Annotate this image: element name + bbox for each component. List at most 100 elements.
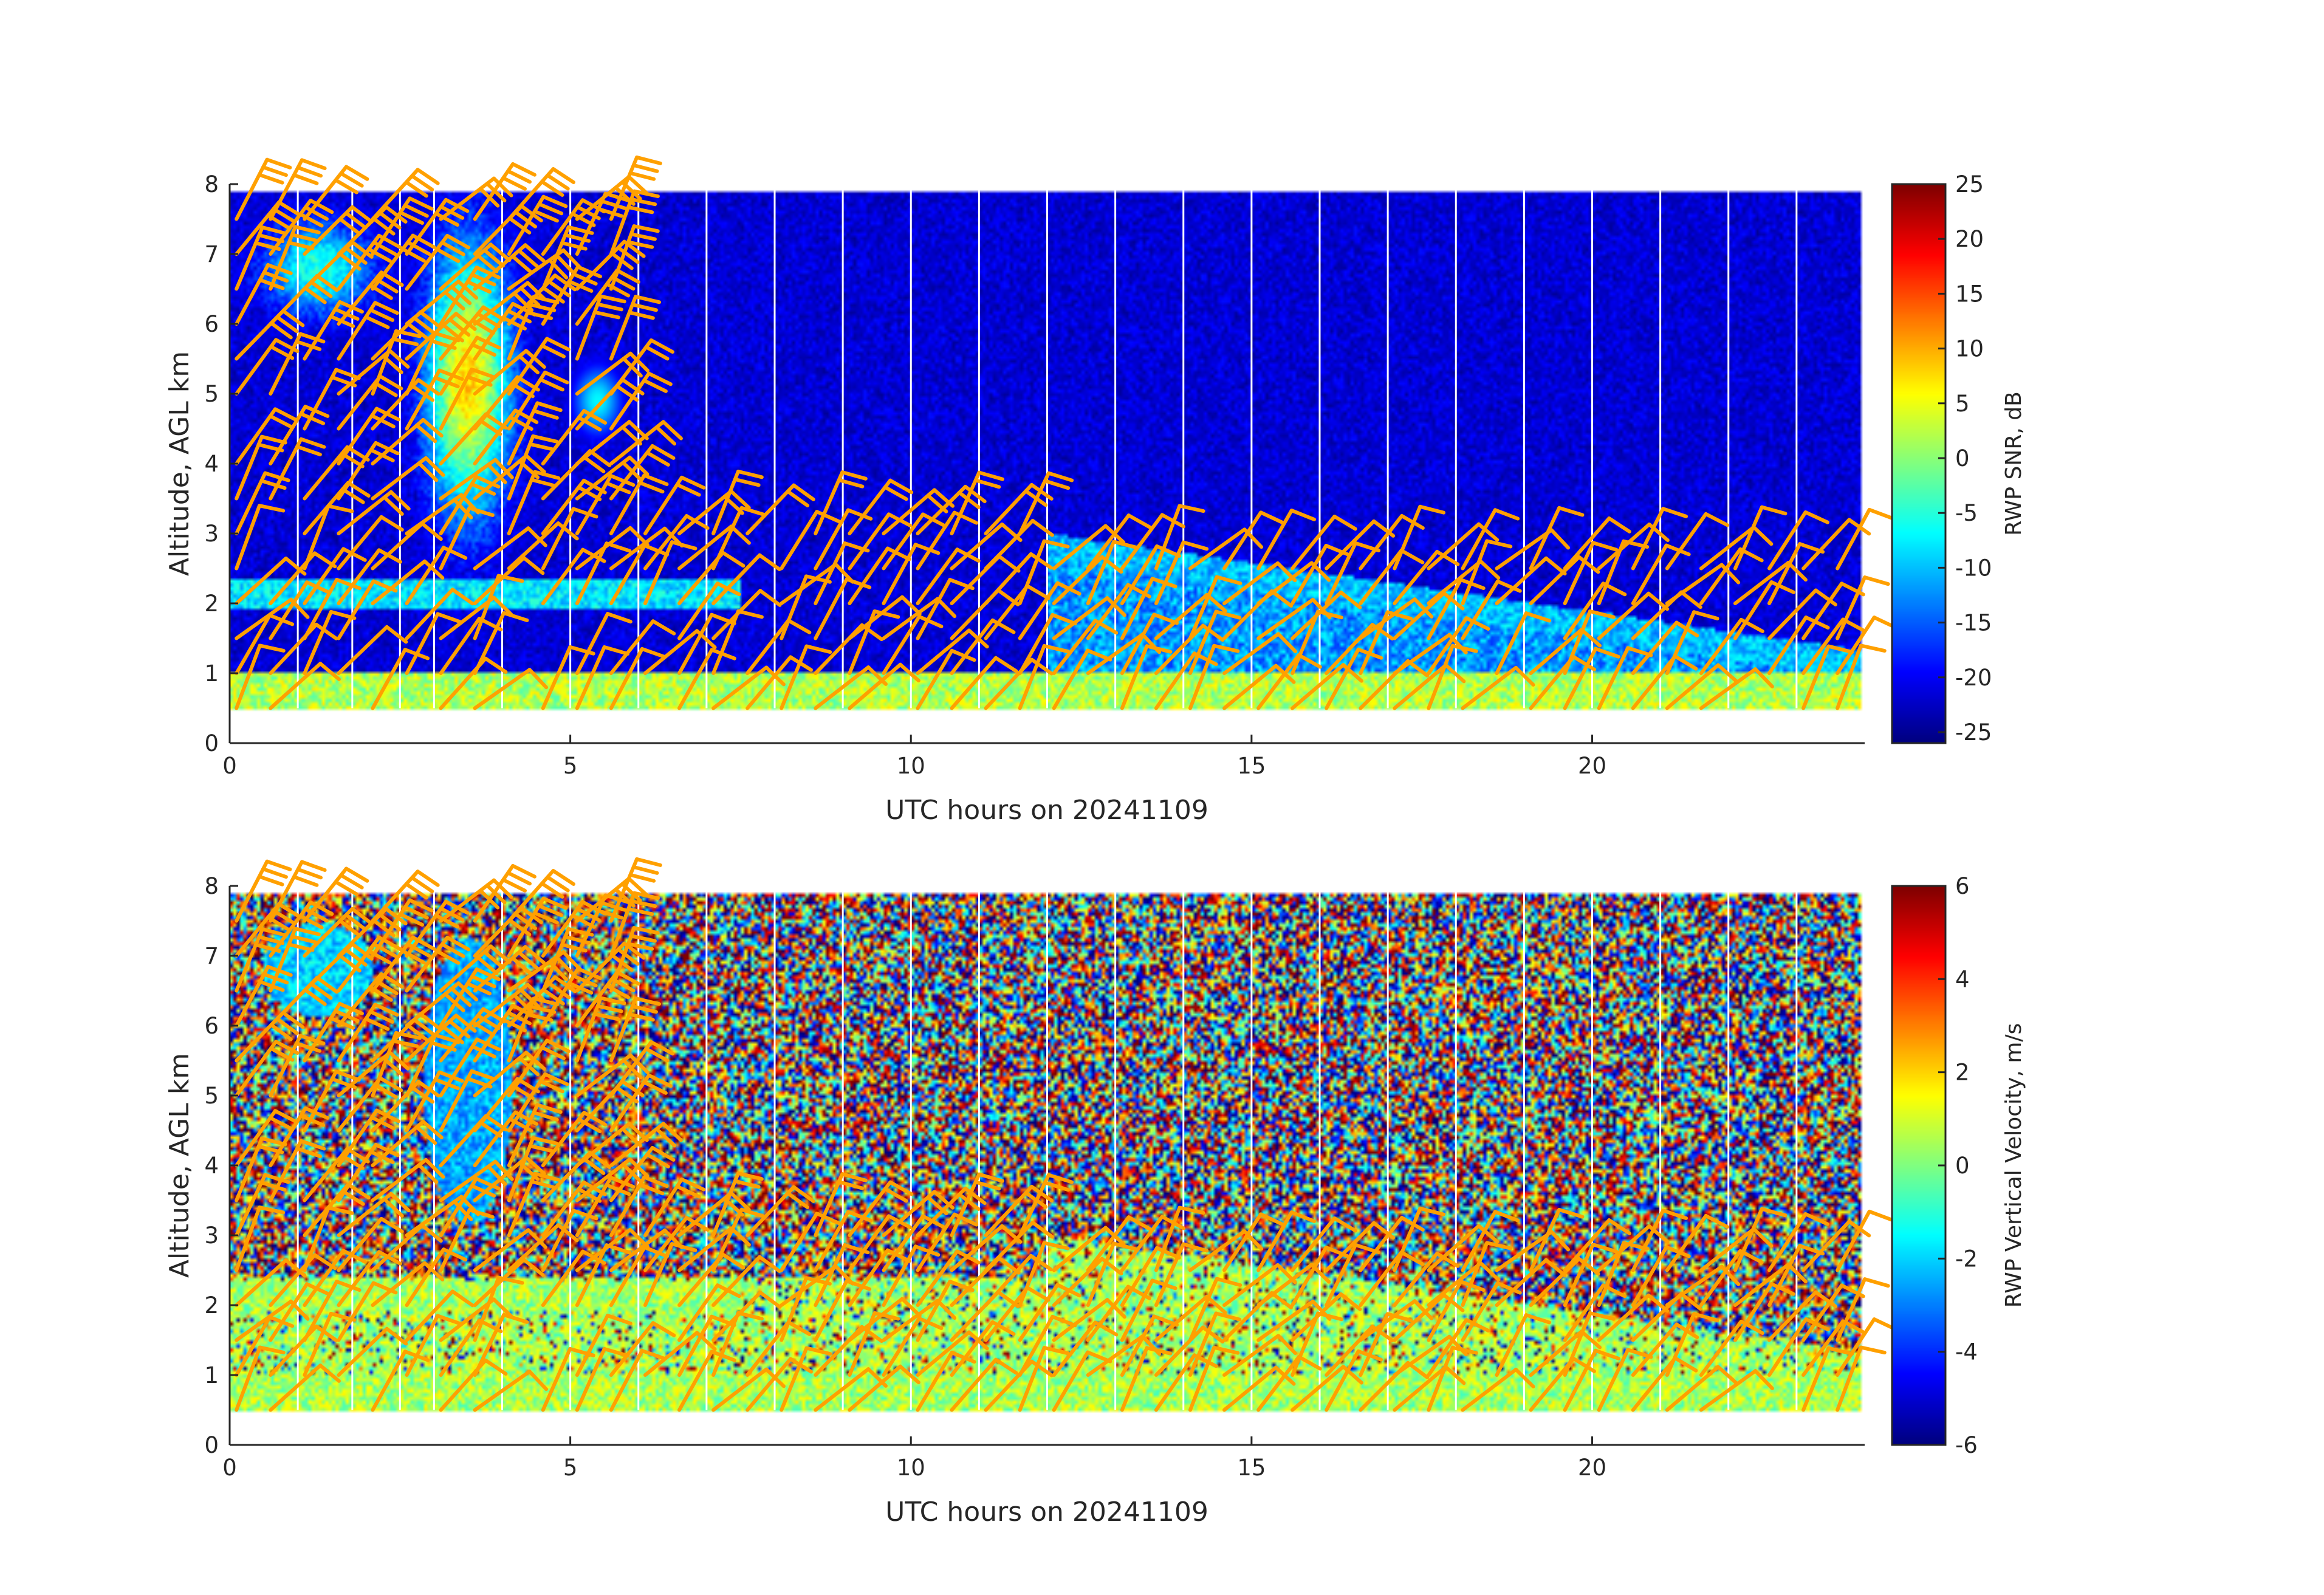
wind-barb — [950, 618, 1016, 675]
wind-barb — [303, 165, 369, 221]
wind-barb — [303, 1280, 362, 1342]
wind-barb — [950, 1172, 1004, 1237]
wind-barb — [337, 301, 399, 361]
wind-barb — [507, 337, 571, 396]
wind-barb — [235, 504, 286, 571]
wind-barb — [814, 508, 873, 571]
wind-barb — [1495, 556, 1567, 605]
wind-barb — [1256, 1210, 1317, 1272]
wind-barb — [1836, 1345, 1887, 1412]
velocity-wind-barbs — [235, 857, 1898, 1412]
colorbar-tick-label: 10 — [1955, 336, 1984, 362]
wind-barb — [337, 1250, 402, 1307]
wind-barb — [609, 444, 676, 501]
wind-barb — [609, 926, 660, 993]
wind-barb — [711, 589, 782, 640]
wind-barb — [1359, 1299, 1434, 1342]
wind-barb — [1291, 543, 1351, 605]
wind-barb — [1461, 665, 1535, 710]
wind-barb — [643, 475, 706, 535]
colorbar-tick-label: -20 — [1955, 665, 1992, 691]
y-tick-label: 5 — [204, 1083, 219, 1109]
wind-barb — [609, 1348, 667, 1412]
wind-barb — [950, 1320, 1016, 1377]
wind-barb — [1495, 611, 1551, 675]
wind-barb — [405, 312, 477, 361]
wind-barb — [1291, 1216, 1357, 1272]
colorbar-tick-label: -15 — [1955, 610, 1992, 636]
wind-barb — [405, 936, 471, 993]
colorbar-tick-label: 25 — [1955, 171, 1984, 197]
wind-barb — [303, 1249, 367, 1307]
wind-barb — [1801, 1346, 1854, 1412]
wind-barb — [405, 546, 468, 605]
wind-barb — [507, 521, 579, 571]
wind-barb — [1427, 616, 1490, 675]
wind-barb — [1427, 1224, 1500, 1272]
velocity-colorbar-label: RWP Vertical Velocity, m/s — [2001, 1023, 2026, 1308]
wind-barb — [984, 584, 1051, 640]
wind-barb — [371, 196, 434, 256]
wind-barb — [848, 1364, 920, 1412]
wind-barb — [916, 1212, 979, 1272]
wind-barb — [507, 896, 568, 958]
wind-barb — [269, 1106, 330, 1167]
wind-barb — [235, 1173, 290, 1237]
wind-barb — [1018, 1346, 1070, 1412]
wind-barb — [643, 514, 710, 571]
wind-barb — [541, 1111, 608, 1167]
wind-barb — [1529, 628, 1602, 675]
wind-barb — [1699, 667, 1774, 710]
wind-barb — [473, 863, 536, 923]
wind-barb — [1461, 508, 1520, 571]
wind-barb — [609, 891, 660, 958]
colorbar-tick-label: -2 — [1955, 1246, 1978, 1272]
wind-barb — [371, 168, 440, 221]
wind-barb — [780, 1346, 832, 1412]
wind-barb — [1665, 563, 1741, 605]
x-tick-label: 15 — [1237, 1455, 1266, 1481]
wind-barb — [609, 1145, 676, 1202]
wind-barb — [1427, 559, 1501, 605]
wind-barb — [371, 521, 443, 571]
wind-barb — [269, 1139, 326, 1202]
wind-barb — [1767, 588, 1837, 640]
wind-barb — [507, 370, 569, 431]
wind-barb — [303, 1182, 371, 1237]
snr-y-axis-label: Altitude, AGL km — [164, 351, 195, 576]
y-tick-label: 6 — [204, 311, 219, 337]
wind-barb — [1427, 1318, 1490, 1377]
wind-barb — [609, 647, 667, 710]
wind-barb — [439, 1297, 513, 1342]
x-tick-label: 0 — [222, 753, 237, 779]
wind-barb — [1188, 575, 1243, 640]
wind-barb — [984, 552, 1053, 605]
wind-barb — [1495, 1230, 1570, 1272]
wind-barb — [507, 869, 575, 923]
wind-barb — [303, 578, 362, 640]
wind-barb — [609, 371, 673, 431]
y-tick-label: 7 — [204, 241, 219, 267]
wind-barb — [711, 469, 764, 535]
wind-barb — [1052, 1298, 1126, 1342]
wind-barb — [371, 417, 444, 465]
wind-barb — [405, 588, 475, 640]
wind-barb — [984, 1286, 1051, 1342]
wind-barb — [235, 643, 286, 710]
snr-x-ticks: 0 5 10 15 20 — [222, 735, 1606, 779]
wind-barb — [1733, 505, 1788, 571]
wind-barb — [916, 1350, 976, 1412]
wind-barb — [1529, 1329, 1602, 1377]
wind-barb — [235, 556, 307, 605]
wind-barb — [1086, 540, 1139, 605]
wind-barb — [371, 1223, 443, 1272]
wind-barb — [1801, 644, 1854, 710]
wind-barb — [1665, 512, 1730, 571]
wind-barb — [814, 1279, 872, 1342]
wind-barb — [371, 1261, 445, 1307]
wind-barb — [1631, 1209, 1688, 1272]
wind-barb — [1018, 612, 1077, 675]
wind-barb — [609, 155, 662, 221]
colorbar-tick-label: -10 — [1955, 555, 1992, 581]
